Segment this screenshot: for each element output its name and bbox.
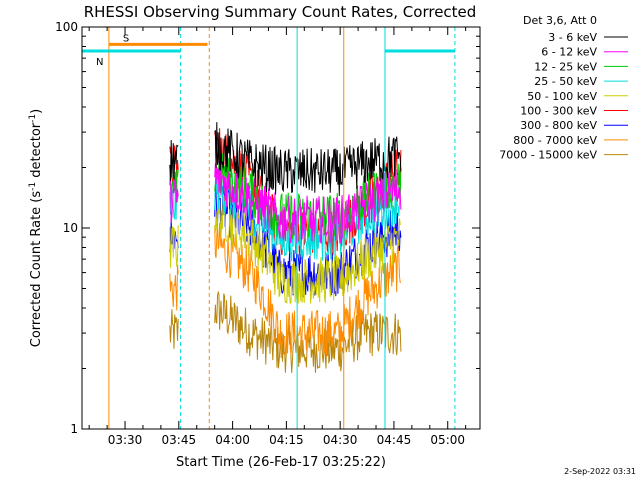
marker-lines-layer: SN (82, 27, 456, 429)
series-line-6-12-pre (169, 176, 179, 223)
generated-date: 2-Sep-2022 03:31 (564, 467, 636, 476)
x-tick-label: 03:45 (162, 433, 197, 447)
y-tick-label: 100 (55, 20, 78, 34)
legend-entry-label: 800 - 7000 keV (513, 134, 597, 147)
legend-entry-label: 50 - 100 keV (527, 90, 597, 103)
series-line-7000-15000-pre (169, 309, 179, 349)
legend-entry-label: 300 - 800 keV (520, 119, 597, 132)
x-tick-label: 04:30 (323, 433, 358, 447)
legend-entry-label: 100 - 300 keV (520, 105, 597, 118)
legend-entry-label: 3 - 6 keV (548, 31, 597, 44)
legend-entry-label: 6 - 12 keV (541, 46, 597, 59)
series-line-800-7000-main (214, 222, 401, 357)
series-line-800-7000-pre (169, 264, 179, 311)
x-tick-label: 04:45 (377, 433, 412, 447)
y-tick-label: 10 (63, 221, 78, 235)
series-line-7000-15000-main (214, 290, 402, 373)
x-tick-label: 03:30 (108, 433, 143, 447)
marker-label-s: S (123, 33, 129, 44)
series-line-50-100-main (214, 193, 401, 305)
series-line-6-12-main (214, 161, 402, 244)
y-axis-label: Corrected Count Rate (s-1 detector-1) (28, 109, 44, 347)
legend-entry-label: 7000 - 15000 keV (499, 149, 597, 162)
legend-header: Det 3,6, Att 0 (523, 14, 597, 27)
series-line-3-6-main (214, 122, 402, 197)
plot-frame (81, 26, 481, 430)
x-axis-label: Start Time (26-Feb-17 03:25:22) (176, 455, 386, 470)
chart-title: RHESSI Observing Summary Count Rates, Co… (84, 3, 477, 21)
legend-entry-label: 25 - 50 keV (534, 75, 597, 88)
marker-label-n: N (96, 57, 103, 68)
x-tick-label: 04:00 (215, 433, 250, 447)
series-line-3-6-pre (169, 139, 179, 182)
x-tick-label: 04:15 (269, 433, 304, 447)
axes-layer: 03:30 03:45 04:00 04:15 04:30 04:45 05:00 1 10 10… (55, 20, 480, 447)
legend-entry-label: 12 - 25 keV (534, 60, 597, 73)
x-tick-label: 05:00 (430, 433, 465, 447)
series-line-50-100-pre (169, 225, 179, 268)
series-layer (169, 122, 402, 373)
y-tick-label: 1 (70, 422, 78, 436)
